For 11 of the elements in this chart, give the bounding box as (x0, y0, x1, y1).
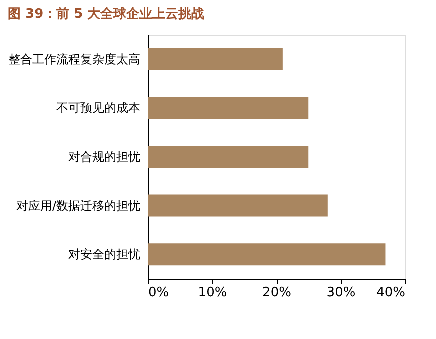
y-tick-label: 对合规的担忧 (68, 150, 140, 164)
y-tick-label: 不可预见的成本 (56, 101, 140, 116)
x-tick-label: 20% (262, 286, 292, 300)
x-tick-label: 40% (376, 286, 406, 300)
y-tick-label: 整合工作流程复杂度太高 (8, 52, 140, 66)
y-tick-label: 对安全的担忧 (68, 248, 140, 262)
x-tick-label: 30% (326, 286, 356, 300)
y-tick-label: 对应用/数据迁移的担忧 (16, 198, 140, 213)
x-tick-label: 0% (148, 286, 170, 300)
chart-title: 图 39：前 5 大全球企业上云挑战 (8, 6, 205, 22)
x-tick-label: 10% (198, 286, 228, 300)
